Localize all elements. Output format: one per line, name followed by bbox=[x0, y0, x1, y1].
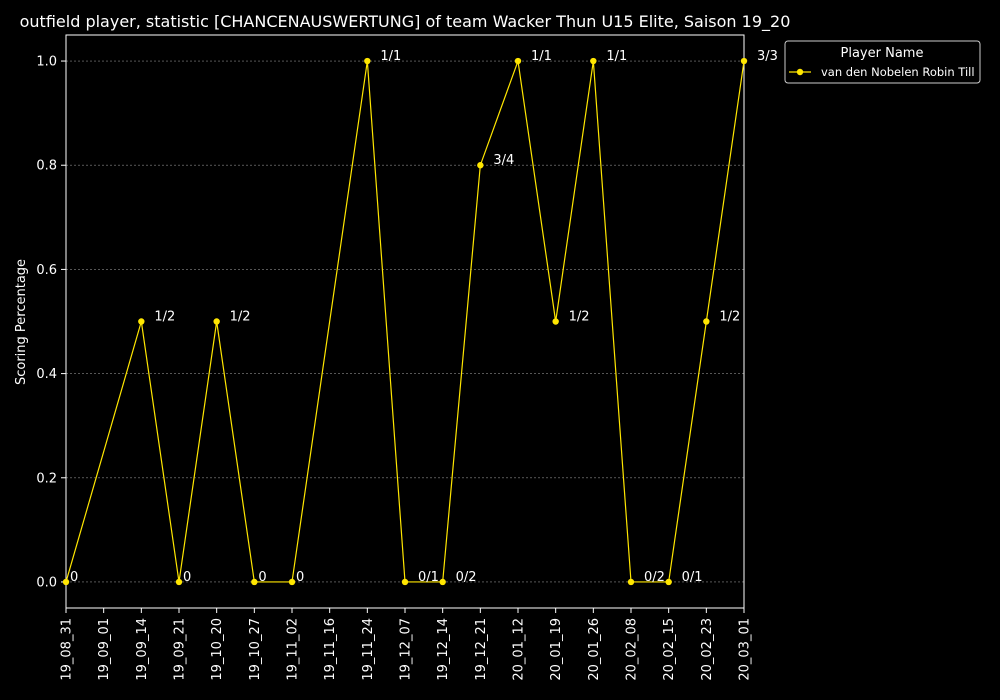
data-point bbox=[401, 578, 409, 586]
x-axis-ticks: 19_08_31 19_09_01 19_09_14 19_09_21 19_10_20… bbox=[60, 608, 753, 681]
legend-title: Player Name bbox=[841, 46, 924, 61]
data-label: 1/1 bbox=[380, 49, 401, 64]
data-label: 0/2 bbox=[456, 570, 477, 585]
y-tick-label: 0.8 bbox=[36, 159, 57, 174]
data-label: 1/2 bbox=[230, 310, 251, 325]
data-point bbox=[288, 578, 296, 586]
x-tick-label: 19_11_24 bbox=[361, 618, 376, 681]
chart-title: outfield player, statistic [CHANCENAUSWE… bbox=[20, 12, 791, 32]
x-tick-label: 19_10_27 bbox=[248, 618, 263, 681]
x-tick-label: 20_02_23 bbox=[700, 618, 715, 681]
x-tick-label: 19_12_14 bbox=[436, 618, 451, 681]
x-tick-label: 20_01_12 bbox=[512, 618, 527, 681]
x-tick-label: 19_10_20 bbox=[210, 618, 225, 681]
data-label: 1/1 bbox=[606, 49, 627, 64]
data-label: 0 bbox=[183, 570, 191, 585]
data-label: 0 bbox=[258, 570, 266, 585]
y-tick-label: 0.2 bbox=[36, 471, 57, 486]
legend-dot-marker bbox=[796, 68, 804, 76]
y-axis-ticks: 0.0 0.2 0.4 0.6 0.8 1.0 bbox=[36, 55, 66, 590]
y-axis-label: Scoring Percentage bbox=[14, 259, 29, 385]
y-tick-label: 0.4 bbox=[36, 367, 57, 382]
data-label: 1/2 bbox=[719, 310, 740, 325]
x-tick-label: 20_02_08 bbox=[625, 618, 640, 681]
y-tick-label: 0.0 bbox=[36, 575, 57, 590]
data-label: 0/1 bbox=[682, 570, 703, 585]
data-point bbox=[740, 57, 748, 65]
data-point bbox=[138, 318, 145, 325]
data-point bbox=[62, 578, 70, 586]
data-label: 0 bbox=[70, 570, 78, 585]
data-point bbox=[590, 57, 597, 65]
data-label: 0 bbox=[296, 570, 304, 585]
legend: Player Name van den Nobelen Robin Till bbox=[784, 40, 981, 84]
x-tick-label: 19_12_21 bbox=[474, 618, 489, 681]
x-tick-label: 20_03_01 bbox=[738, 618, 753, 681]
data-point bbox=[552, 318, 559, 325]
data-point bbox=[477, 162, 484, 169]
x-tick-label: 20_01_19 bbox=[549, 618, 564, 681]
data-label: 0/2 bbox=[644, 570, 665, 585]
x-tick-label: 19_09_14 bbox=[135, 618, 150, 681]
x-tick-label: 19_11_16 bbox=[323, 618, 338, 681]
data-label: 1/1 bbox=[531, 49, 552, 64]
legend-frame bbox=[784, 40, 981, 84]
x-tick-label: 20_02_15 bbox=[662, 618, 677, 681]
data-point bbox=[364, 57, 371, 65]
data-point bbox=[703, 318, 710, 325]
legend-entry: van den Nobelen Robin Till bbox=[821, 65, 975, 79]
y-tick-label: 0.6 bbox=[36, 263, 57, 278]
x-tick-label: 19_12_07 bbox=[399, 618, 414, 681]
x-tick-label: 19_11_02 bbox=[286, 618, 301, 681]
data-label: 1/2 bbox=[154, 310, 175, 325]
x-tick-label: 20_01_26 bbox=[587, 618, 602, 681]
data-point bbox=[514, 57, 522, 65]
data-point bbox=[627, 578, 635, 586]
data-point bbox=[439, 578, 446, 586]
data-label: 1/2 bbox=[569, 310, 590, 325]
data-point bbox=[251, 578, 258, 586]
x-tick-label: 19_08_31 bbox=[60, 618, 75, 681]
data-label: 0/1 bbox=[418, 570, 439, 585]
data-label: 3/4 bbox=[493, 153, 514, 168]
x-tick-label: 19_09_21 bbox=[173, 618, 188, 681]
series-layer: 0 1/2 0 1/2 0 0 1/1 0/1 0/2 3/4 1/1 1/2 1/1 0/2 0/1 1/2… bbox=[62, 49, 778, 586]
y-tick-label: 1.0 bbox=[36, 55, 57, 70]
data-point bbox=[665, 578, 672, 586]
data-point bbox=[175, 578, 183, 586]
data-label: 3/3 bbox=[757, 49, 778, 64]
data-point bbox=[213, 318, 220, 325]
x-tick-label: 19_09_01 bbox=[97, 618, 112, 681]
